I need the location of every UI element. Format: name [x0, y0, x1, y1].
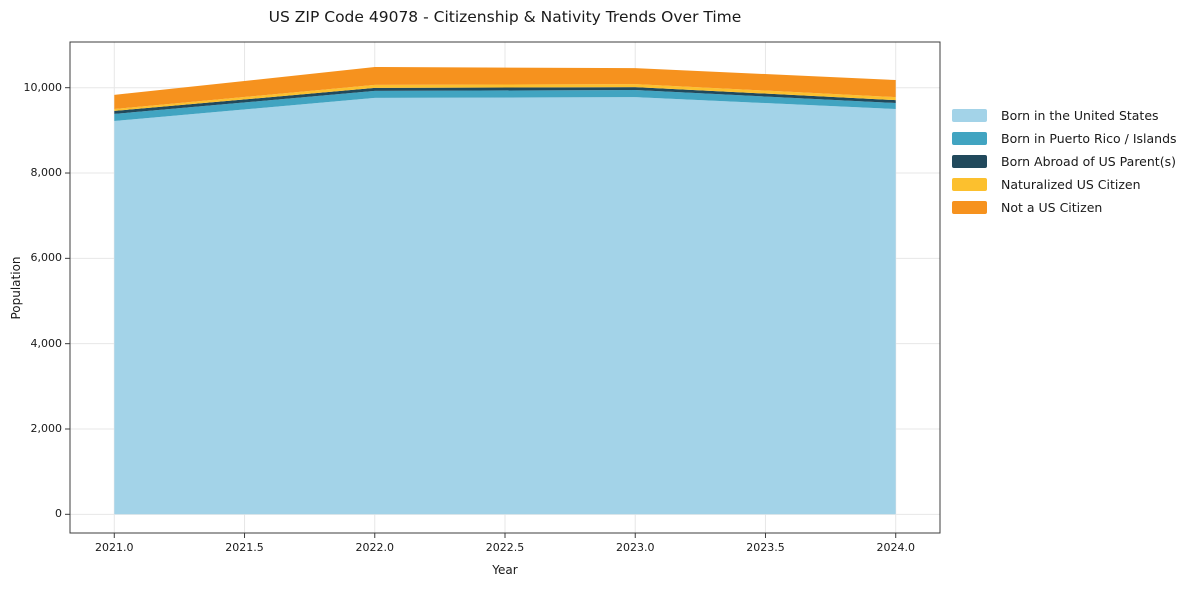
x-tick-label: 2022.5 — [485, 541, 525, 554]
x-tick-label: 2021.5 — [225, 541, 264, 554]
chart-title: US ZIP Code 49078 - Citizenship & Nativi… — [268, 8, 742, 26]
x-axis-label: Year — [492, 563, 518, 577]
area-born-in-puerto-rico-islands — [114, 90, 896, 121]
legend-swatch-born-abroad-of-us-parent-s — [952, 155, 987, 168]
legend-item-born-in-puerto-rico-islands: Born in Puerto Rico / Islands — [952, 127, 1177, 150]
y-tick-label: 6,000 — [30, 251, 63, 265]
legend-label: Naturalized US Citizen — [1001, 177, 1141, 192]
legend-item-born-in-the-united-states: Born in the United States — [952, 104, 1177, 127]
x-tick-label: 2023.5 — [746, 541, 785, 554]
legend: Born in the United States Born in Puerto … — [952, 104, 1177, 219]
legend-item-naturalized-us-citizen: Naturalized US Citizen — [952, 173, 1177, 196]
x-tick-label: 2021.0 — [95, 541, 134, 554]
legend-label: Born Abroad of US Parent(s) — [1001, 154, 1176, 169]
legend-swatch-born-in-puerto-rico-islands — [952, 132, 987, 145]
legend-item-not-a-us-citizen: Not a US Citizen — [952, 196, 1177, 219]
y-tick-label: 8,000 — [30, 166, 63, 180]
x-tick-label: 2023.0 — [615, 541, 655, 554]
y-tick-label: 4,000 — [30, 336, 63, 350]
area-born-abroad-of-us-parent-s — [114, 87, 896, 114]
legend-swatch-born-in-the-united-states — [952, 109, 987, 122]
x-tick-label: 2024.0 — [876, 541, 915, 554]
legend-item-born-abroad-of-us-parent-s: Born Abroad of US Parent(s) — [952, 150, 1177, 173]
legend-label: Born in Puerto Rico / Islands — [1001, 131, 1177, 146]
legend-swatch-naturalized-us-citizen — [952, 178, 987, 191]
legend-label: Born in the United States — [1001, 108, 1159, 123]
y-tick-label: 10,000 — [23, 80, 63, 94]
y-tick-label: 2,000 — [30, 421, 63, 435]
area-born-in-the-united-states — [114, 97, 896, 515]
x-tick-label: 2022.0 — [355, 541, 395, 554]
area-not-a-us-citizen — [114, 67, 896, 109]
legend-label: Not a US Citizen — [1001, 200, 1103, 215]
legend-swatch-not-a-us-citizen — [952, 201, 987, 214]
y-tick-label: 0 — [55, 507, 62, 521]
y-axis-label: Population — [9, 256, 23, 320]
